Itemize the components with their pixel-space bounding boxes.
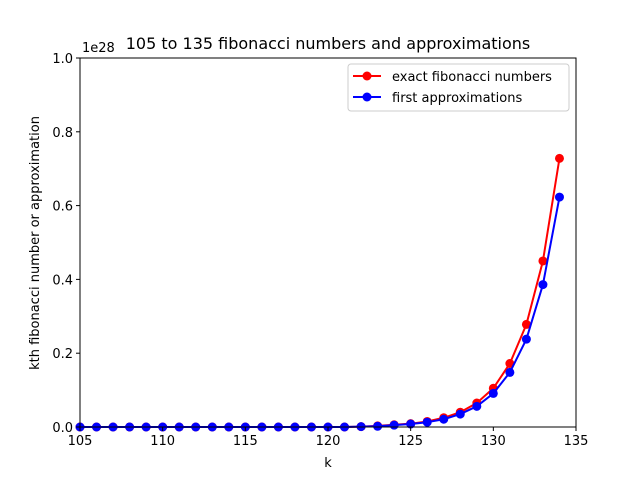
x-tick-label: 130 bbox=[481, 434, 506, 449]
x-tick-label: 110 bbox=[150, 434, 175, 449]
legend-marker-approx bbox=[362, 92, 372, 102]
data-point bbox=[521, 334, 531, 344]
data-point bbox=[389, 420, 399, 430]
y-tick-label: 0.2 bbox=[52, 347, 73, 362]
y-tick-label: 0.8 bbox=[52, 126, 73, 141]
data-point bbox=[373, 421, 383, 431]
data-point bbox=[505, 367, 515, 377]
x-axis-label: k bbox=[324, 456, 332, 471]
legend: exact fibonacci numbers first approximat… bbox=[347, 63, 570, 112]
data-point bbox=[406, 419, 416, 429]
x-tick-label: 120 bbox=[316, 434, 341, 449]
y-tick-label: 0.4 bbox=[52, 273, 73, 288]
y-offset-label: 1e28 bbox=[82, 41, 115, 56]
x-axis: 105 110 115 120 125 130 135 bbox=[68, 427, 589, 449]
chart-title: 105 to 135 fibonacci numbers and approxi… bbox=[126, 34, 530, 53]
data-point bbox=[472, 401, 482, 411]
y-tick-label: 1.0 bbox=[52, 52, 73, 67]
data-point bbox=[538, 256, 548, 266]
data-point bbox=[554, 192, 564, 202]
data-point bbox=[455, 409, 465, 419]
legend-label-approx: first approximations bbox=[392, 91, 522, 106]
x-tick-label: 115 bbox=[233, 434, 258, 449]
data-point bbox=[439, 414, 449, 424]
legend-marker-exact bbox=[362, 71, 372, 81]
data-point bbox=[521, 319, 531, 329]
legend-label-exact: exact fibonacci numbers bbox=[392, 70, 552, 85]
y-tick-label: 0.6 bbox=[52, 200, 73, 215]
data-point bbox=[488, 388, 498, 398]
y-axis-label: kth fibonacci number or approximation bbox=[28, 116, 43, 370]
y-tick-label: 0.0 bbox=[52, 421, 73, 436]
y-axis: 0.0 0.2 0.4 0.6 0.8 1.0 bbox=[52, 52, 80, 436]
data-point bbox=[554, 153, 564, 163]
legend-box bbox=[347, 63, 570, 112]
data-point bbox=[422, 417, 432, 427]
x-tick-label: 135 bbox=[564, 434, 589, 449]
x-tick-label: 105 bbox=[68, 434, 93, 449]
data-point bbox=[538, 280, 548, 290]
x-tick-label: 125 bbox=[398, 434, 423, 449]
